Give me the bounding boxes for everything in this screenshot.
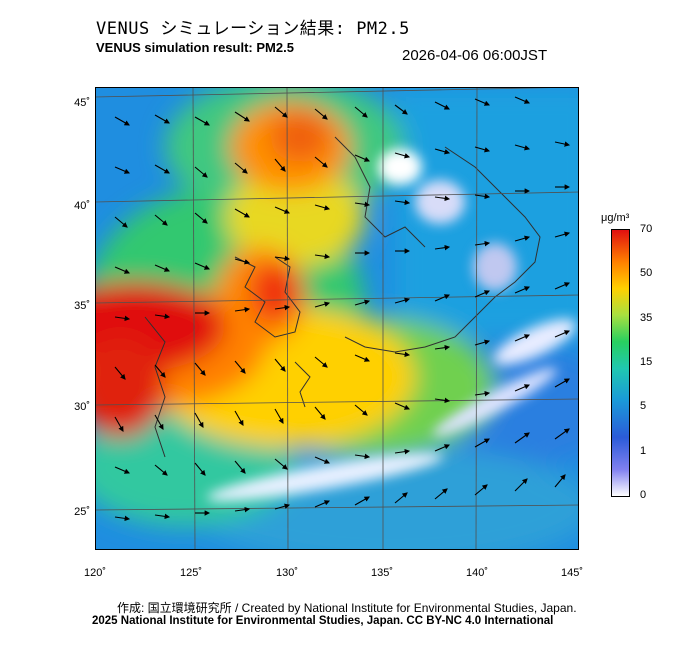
wind-vectors bbox=[114, 96, 571, 522]
coastlines bbox=[144, 136, 541, 458]
colorbar-tick-15: 15 bbox=[640, 356, 653, 368]
graticule bbox=[95, 87, 579, 550]
lat-label-30: 30˚ bbox=[74, 401, 90, 413]
colorbar-tick-70: 70 bbox=[640, 223, 653, 235]
colorbar-tick-0: 0 bbox=[640, 489, 647, 501]
colorbar-tick-50: 50 bbox=[640, 267, 653, 279]
map-frame bbox=[95, 87, 579, 550]
lon-label-135: 135˚ bbox=[370, 567, 394, 579]
title-japanese: VENUS シミュレーション結果: PM2.5 bbox=[96, 19, 410, 39]
lon-label-140: 140˚ bbox=[465, 567, 489, 579]
colorbar-unit: μg/m³ bbox=[601, 212, 630, 224]
credit-line: 作成: 国立環境研究所 / Created by National Instit… bbox=[117, 601, 577, 615]
lat-label-45: 45˚ bbox=[74, 97, 90, 109]
concentration-field bbox=[95, 87, 579, 550]
colorbar bbox=[611, 229, 630, 497]
pm25-map bbox=[95, 87, 579, 550]
lon-label-125: 125˚ bbox=[179, 567, 203, 579]
lon-label-130: 130˚ bbox=[275, 567, 299, 579]
lat-label-40: 40˚ bbox=[74, 200, 90, 212]
pm25-map-svg bbox=[95, 87, 579, 550]
colorbar-tick-1: 1 bbox=[640, 445, 647, 457]
lat-label-25: 25˚ bbox=[74, 506, 90, 518]
copyright-line: 2025 National Institute for Environmenta… bbox=[92, 615, 554, 627]
title-english: VENUS simulation result: PM2.5 bbox=[96, 40, 294, 55]
lat-label-35: 35˚ bbox=[74, 300, 90, 312]
lon-label-145: 145˚ bbox=[560, 567, 584, 579]
timestamp: 2026-04-06 06:00JST bbox=[402, 47, 548, 64]
lon-label-120: 120˚ bbox=[83, 567, 107, 579]
colorbar-tick-35: 35 bbox=[640, 312, 653, 324]
colorbar-tick-5: 5 bbox=[640, 400, 647, 412]
